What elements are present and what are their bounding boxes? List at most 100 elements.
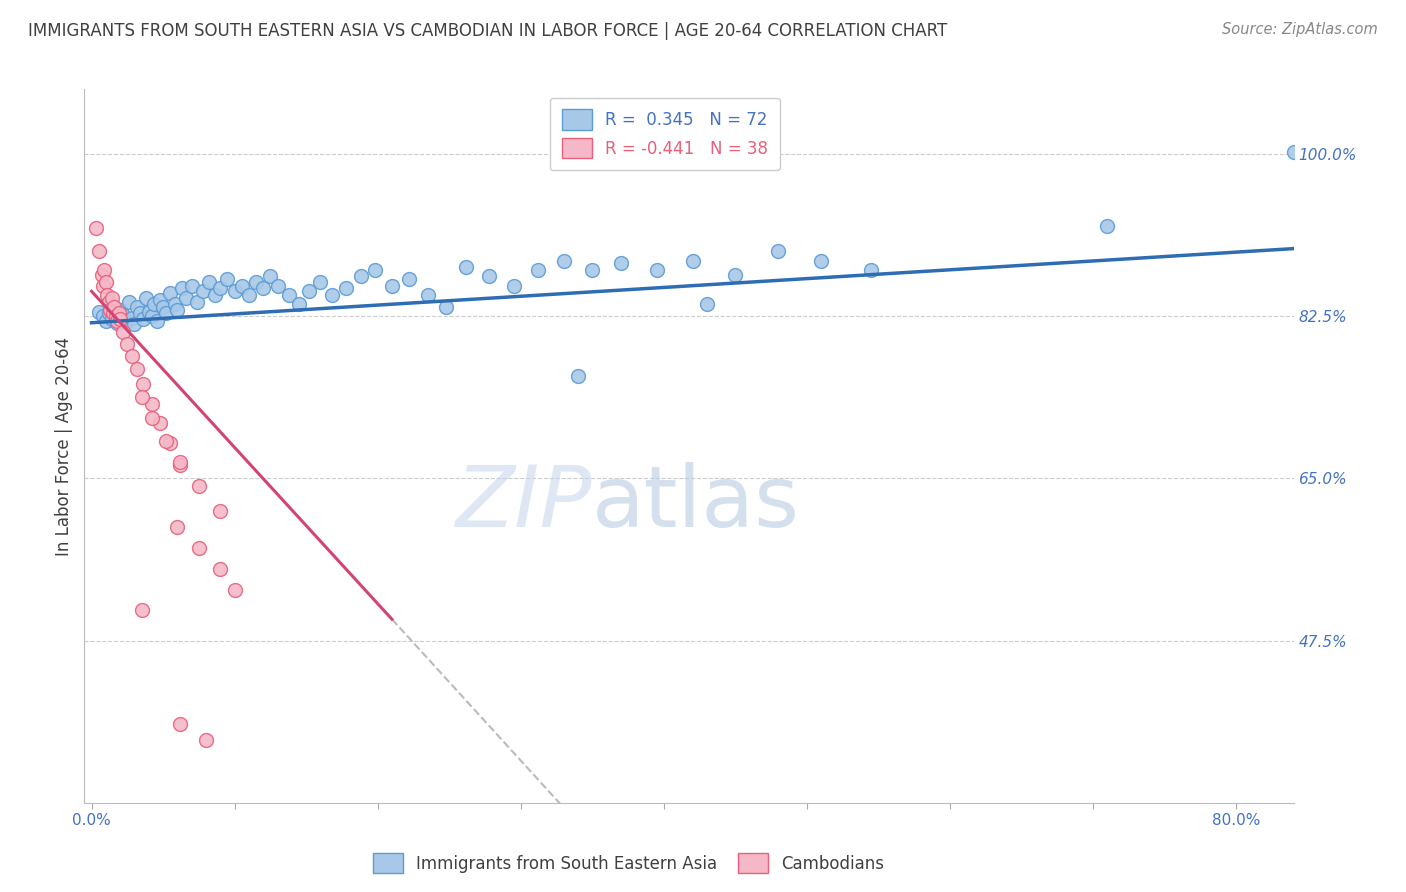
Point bbox=[121, 349, 143, 363]
Point bbox=[146, 314, 169, 328]
Text: Source: ZipAtlas.com: Source: ZipAtlas.com bbox=[1222, 22, 1378, 37]
Point bbox=[309, 275, 332, 289]
Point bbox=[335, 281, 357, 295]
Point bbox=[104, 310, 127, 324]
Point bbox=[97, 295, 120, 310]
Point bbox=[149, 416, 172, 430]
Point bbox=[124, 317, 146, 331]
Point bbox=[245, 275, 267, 289]
Point bbox=[180, 278, 202, 293]
Point bbox=[1282, 145, 1305, 160]
Point bbox=[217, 272, 239, 286]
Point bbox=[567, 369, 589, 384]
Point bbox=[166, 519, 188, 533]
Point bbox=[127, 362, 149, 376]
Point bbox=[224, 284, 246, 298]
Point bbox=[682, 253, 704, 268]
Point bbox=[209, 504, 232, 518]
Point bbox=[90, 268, 112, 282]
Point bbox=[100, 312, 122, 326]
Point bbox=[100, 291, 122, 305]
Point bbox=[610, 256, 633, 270]
Point bbox=[186, 295, 208, 310]
Point bbox=[107, 306, 129, 320]
Point bbox=[860, 263, 883, 277]
Point bbox=[138, 304, 160, 318]
Point bbox=[111, 309, 134, 323]
Point bbox=[198, 275, 221, 289]
Point bbox=[195, 732, 218, 747]
Point bbox=[118, 295, 141, 310]
Point bbox=[231, 278, 253, 293]
Point bbox=[97, 306, 120, 320]
Point bbox=[278, 288, 301, 302]
Point bbox=[141, 397, 163, 411]
Point bbox=[98, 302, 121, 317]
Point bbox=[91, 278, 114, 293]
Point bbox=[416, 288, 439, 302]
Point bbox=[108, 312, 131, 326]
Point bbox=[298, 284, 321, 298]
Point bbox=[87, 304, 110, 318]
Point bbox=[159, 286, 181, 301]
Point bbox=[169, 458, 191, 472]
Point bbox=[209, 281, 232, 295]
Point bbox=[252, 281, 274, 295]
Point bbox=[105, 316, 128, 330]
Point bbox=[135, 291, 157, 305]
Point bbox=[166, 302, 188, 317]
Point bbox=[131, 603, 153, 617]
Point bbox=[768, 244, 790, 259]
Point bbox=[259, 269, 281, 284]
Point bbox=[645, 263, 668, 277]
Point bbox=[810, 253, 832, 268]
Point bbox=[143, 297, 166, 311]
Point bbox=[108, 302, 131, 317]
Point bbox=[434, 300, 457, 314]
Point bbox=[117, 337, 139, 351]
Point bbox=[96, 288, 118, 302]
Point bbox=[478, 269, 501, 284]
Point bbox=[349, 269, 371, 284]
Point bbox=[209, 562, 232, 576]
Point bbox=[224, 582, 246, 597]
Point bbox=[238, 288, 260, 302]
Point bbox=[398, 272, 420, 286]
Point bbox=[129, 306, 152, 320]
Point bbox=[111, 325, 134, 339]
Point bbox=[121, 311, 143, 326]
Point bbox=[105, 314, 128, 328]
Point bbox=[321, 288, 343, 302]
Point bbox=[266, 278, 288, 293]
Point bbox=[91, 310, 114, 324]
Point bbox=[141, 411, 163, 425]
Point bbox=[132, 376, 155, 391]
Point bbox=[163, 297, 186, 311]
Point bbox=[93, 263, 115, 277]
Point bbox=[169, 717, 191, 731]
Point bbox=[724, 268, 747, 282]
Point bbox=[174, 291, 197, 305]
Point bbox=[1097, 219, 1119, 234]
Point bbox=[204, 288, 226, 302]
Point bbox=[155, 434, 177, 449]
Point bbox=[103, 300, 125, 314]
Point bbox=[187, 479, 209, 493]
Point bbox=[159, 436, 181, 450]
Point bbox=[191, 284, 214, 298]
Point bbox=[149, 293, 172, 308]
Point bbox=[170, 281, 193, 295]
Point bbox=[132, 312, 155, 326]
Point bbox=[115, 315, 138, 329]
Point bbox=[94, 314, 117, 328]
Point bbox=[94, 275, 117, 289]
Point bbox=[87, 244, 110, 259]
Point bbox=[456, 260, 478, 274]
Point bbox=[101, 306, 124, 320]
Point bbox=[169, 455, 191, 469]
Point bbox=[502, 278, 524, 293]
Point bbox=[696, 297, 718, 311]
Legend: Immigrants from South Eastern Asia, Cambodians: Immigrants from South Eastern Asia, Camb… bbox=[367, 847, 890, 880]
Text: ZIP: ZIP bbox=[456, 461, 592, 545]
Point bbox=[527, 263, 550, 277]
